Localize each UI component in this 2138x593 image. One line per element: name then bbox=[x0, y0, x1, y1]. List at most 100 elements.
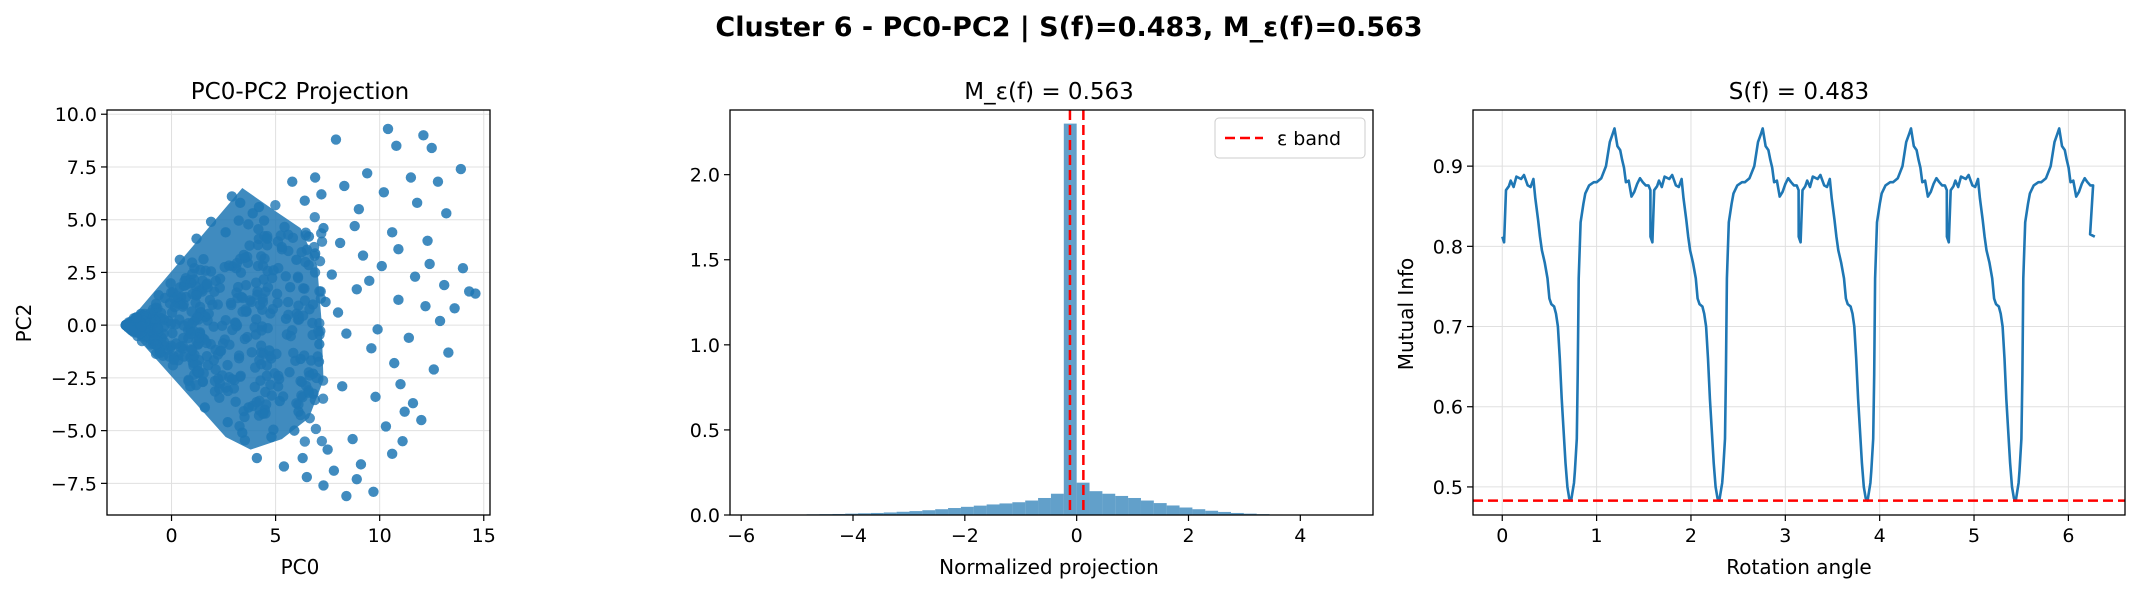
scatter-point bbox=[239, 333, 251, 345]
histogram-bar bbox=[1115, 495, 1129, 515]
histogram-bar bbox=[986, 504, 1000, 515]
scatter-point bbox=[299, 195, 310, 206]
scatter-point bbox=[318, 222, 329, 234]
scatter-point bbox=[252, 239, 264, 251]
scatter-point bbox=[393, 294, 404, 306]
scatter-point bbox=[370, 391, 381, 403]
scatter-point bbox=[230, 396, 241, 408]
scatter-point bbox=[297, 452, 308, 464]
scatter-point bbox=[426, 142, 437, 154]
scatter-point bbox=[215, 345, 227, 357]
scatter-point bbox=[405, 172, 417, 183]
histogram-bar bbox=[896, 511, 910, 515]
scatter-point bbox=[293, 406, 304, 417]
scatter-point bbox=[185, 381, 196, 392]
scatter-point bbox=[297, 310, 309, 321]
scatter-point bbox=[253, 201, 265, 213]
scatter-point bbox=[309, 267, 321, 278]
histogram-bar bbox=[1038, 497, 1051, 515]
scatter-point bbox=[257, 408, 269, 419]
scatter-point bbox=[434, 315, 446, 327]
scatter-point bbox=[289, 425, 300, 436]
scatter-point bbox=[193, 332, 204, 343]
scatter-point bbox=[243, 219, 254, 230]
histogram-bar bbox=[909, 511, 923, 515]
y-tick-label: 2.5 bbox=[67, 262, 97, 284]
scatter-point bbox=[322, 444, 333, 455]
scatter-point bbox=[235, 197, 246, 209]
scatter-point bbox=[378, 187, 390, 198]
scatter-point bbox=[441, 208, 452, 219]
x-tick-label: 4 bbox=[1294, 525, 1306, 547]
scatter-point bbox=[253, 224, 264, 235]
scatter-point bbox=[237, 427, 248, 438]
scatter-point bbox=[274, 395, 285, 407]
histogram-bar bbox=[1140, 500, 1154, 515]
scatter-point bbox=[366, 343, 377, 354]
x-tick-label: 0 bbox=[1071, 525, 1083, 547]
scatter-point bbox=[168, 354, 180, 365]
scatter-point bbox=[262, 323, 273, 334]
x-tick-label: 5 bbox=[270, 525, 282, 547]
scatter-point bbox=[220, 227, 231, 238]
scatter-point bbox=[262, 233, 273, 244]
scatter-point bbox=[266, 431, 277, 443]
y-tick-label: 0.5 bbox=[690, 420, 720, 442]
histogram-bar bbox=[1230, 512, 1244, 515]
histogram-bar bbox=[883, 512, 897, 515]
scatter-point bbox=[314, 286, 325, 297]
x-tick-label: 3 bbox=[1779, 525, 1791, 547]
scatter-point bbox=[295, 353, 306, 365]
scatter-point bbox=[216, 320, 228, 332]
scatter-point bbox=[199, 402, 211, 413]
scatter-point bbox=[299, 295, 311, 306]
scatter-point bbox=[226, 374, 238, 385]
scatter-point bbox=[303, 231, 315, 242]
histogram-title: M_ε(f) = 0.563 bbox=[964, 79, 1134, 105]
scatter-point bbox=[125, 322, 136, 333]
scatter-point bbox=[341, 328, 352, 339]
scatter-point bbox=[317, 393, 329, 404]
scatter-ylabel: PC2 bbox=[12, 304, 36, 343]
x-tick-label: 10 bbox=[368, 525, 392, 547]
y-tick-label: 0.6 bbox=[1433, 397, 1463, 419]
scatter-point bbox=[320, 296, 331, 308]
axes-frame bbox=[106, 109, 491, 516]
scatter-point bbox=[411, 197, 423, 209]
scatter-point bbox=[372, 324, 383, 335]
scatter-point bbox=[235, 267, 247, 278]
scatter-point bbox=[183, 317, 194, 329]
scatter-point bbox=[361, 168, 373, 179]
scatter-point bbox=[210, 364, 221, 375]
scatter-point bbox=[240, 304, 251, 315]
scatter-point bbox=[282, 296, 294, 308]
scatter-point bbox=[295, 375, 306, 387]
scatter-point bbox=[309, 394, 321, 406]
scatter-point bbox=[232, 281, 244, 293]
scatter-point bbox=[307, 368, 319, 379]
scatter-point bbox=[222, 359, 233, 371]
scatter-point bbox=[287, 176, 298, 187]
axes-frame bbox=[1472, 109, 2126, 516]
scatter-point bbox=[330, 134, 342, 145]
histogram-bar bbox=[1050, 493, 1064, 515]
scatter-point bbox=[165, 278, 176, 289]
scatter-point bbox=[174, 314, 185, 325]
scatter-point bbox=[386, 448, 398, 460]
scatter-point bbox=[273, 373, 285, 385]
scatter-point bbox=[285, 330, 296, 342]
scatter-point bbox=[191, 233, 202, 244]
scatter-point bbox=[194, 301, 206, 313]
scatter-point bbox=[233, 350, 245, 361]
scatter-point bbox=[191, 290, 202, 301]
legend: ε band bbox=[1214, 117, 1366, 159]
histogram-bar bbox=[1102, 493, 1116, 515]
scatter-panel: PC0-PC2 Projection PC0 PC2 0 5 10 15 −7.5 −5.… bbox=[12, 79, 496, 579]
x-tick-label: 2 bbox=[1685, 525, 1697, 547]
scatter-point bbox=[316, 189, 327, 200]
scatter-point bbox=[420, 300, 431, 312]
histogram-bar bbox=[1153, 503, 1167, 515]
scatter-point bbox=[380, 421, 392, 432]
scatter-point bbox=[186, 306, 197, 317]
x-tick-label: 0 bbox=[1496, 525, 1508, 547]
